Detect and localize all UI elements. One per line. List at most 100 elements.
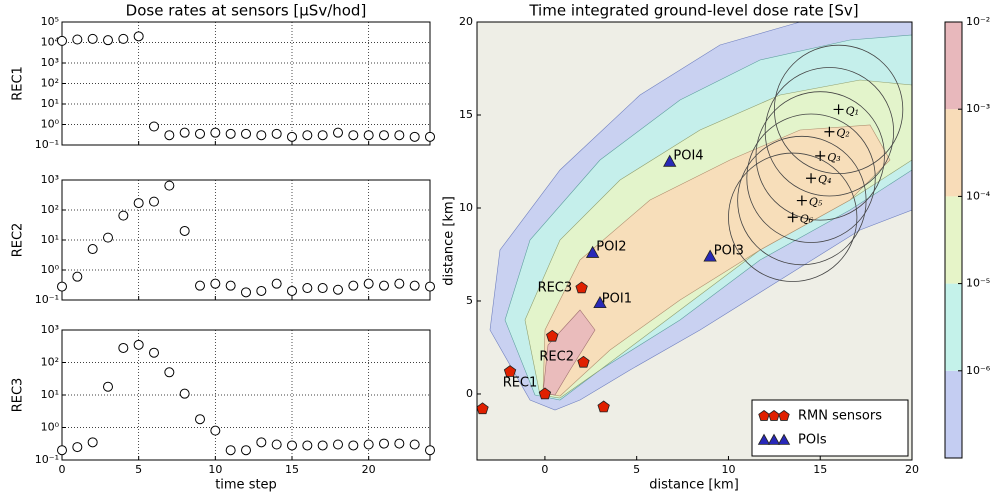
y-tick-label: 10² — [41, 356, 59, 369]
data-point — [242, 446, 251, 455]
data-point — [58, 282, 67, 291]
data-point — [272, 279, 281, 288]
y-tick-label: 10⁰ — [41, 263, 60, 276]
data-point — [426, 132, 435, 141]
source-label: Q₅ — [809, 196, 823, 209]
data-point — [334, 285, 343, 294]
source-label: Q₃ — [827, 151, 840, 164]
y-tick-label: 10⁻¹ — [35, 293, 59, 306]
data-point — [257, 131, 266, 140]
data-point — [364, 279, 373, 288]
data-point — [104, 36, 113, 45]
data-point — [73, 443, 82, 452]
colorbar-tick-label: 10⁻³ — [966, 102, 990, 115]
data-point — [134, 340, 143, 349]
data-point — [58, 36, 67, 45]
data-point — [242, 288, 251, 297]
legend-label: RMN sensors — [798, 409, 882, 424]
chart: Dose rates at sensors [μSv/hod] Time int… — [0, 0, 999, 497]
data-point — [288, 286, 297, 295]
data-point — [104, 382, 113, 391]
data-point — [211, 426, 220, 435]
data-point — [165, 181, 174, 190]
y-tick-label: 10³ — [41, 323, 59, 336]
colorbar-band — [945, 196, 962, 283]
data-point — [226, 446, 235, 455]
data-point — [426, 446, 435, 455]
source-label: Q₆ — [800, 212, 814, 225]
x-tick-label: 0 — [541, 463, 548, 476]
data-point — [196, 129, 205, 138]
y-tick-label: 10⁰ — [41, 421, 60, 434]
data-point — [410, 440, 419, 449]
x-tick-label: 10 — [208, 463, 222, 476]
y-tick-label: 10⁻¹ — [35, 138, 59, 151]
data-point — [303, 131, 312, 140]
data-point — [88, 438, 97, 447]
data-point — [165, 368, 174, 377]
colorbar-tick-label: 10⁻² — [966, 15, 990, 28]
x-tick-label: 10 — [721, 463, 735, 476]
data-point — [226, 281, 235, 290]
data-point — [349, 281, 358, 290]
data-point — [364, 440, 373, 449]
data-point — [349, 441, 358, 450]
x-tick-label: 15 — [285, 463, 299, 476]
annotation: REC2 — [539, 349, 574, 364]
data-point — [165, 131, 174, 140]
y-tick-label: 10³ — [41, 173, 59, 186]
colorbar-tick-label: 10⁻⁶ — [966, 364, 991, 377]
y-tick-label: 10⁰ — [41, 118, 60, 131]
y-tick-label: 0 — [466, 387, 473, 400]
data-point — [134, 199, 143, 208]
y-tick-label: 10³ — [41, 56, 59, 69]
data-point — [410, 281, 419, 290]
source-label: Q₂ — [836, 127, 849, 140]
source-label: Q₁ — [846, 104, 859, 117]
colorbar-tick-label: 10⁻⁵ — [966, 277, 990, 290]
map-title: Time integrated ground-level dose rate [… — [528, 2, 858, 20]
data-point — [150, 197, 159, 206]
colorbar-band — [945, 22, 962, 109]
data-point — [410, 132, 419, 141]
data-point — [134, 32, 143, 41]
data-point — [395, 279, 404, 288]
annotation: POI1 — [602, 292, 632, 307]
y-tick-label: 10¹ — [41, 388, 59, 401]
data-point — [73, 35, 82, 44]
legend-label: POIs — [798, 433, 827, 448]
y-tick-label: 10⁻¹ — [35, 453, 59, 466]
data-point — [119, 34, 128, 43]
data-point — [395, 131, 404, 140]
data-point — [196, 281, 205, 290]
data-point — [395, 439, 404, 448]
data-point — [303, 441, 312, 450]
y-tick-label: 10¹ — [41, 97, 59, 110]
colorbar-tick-label: 10⁻⁴ — [966, 189, 991, 202]
y-axis-label: distance [km] — [442, 196, 457, 286]
data-point — [257, 438, 266, 447]
data-point — [318, 284, 327, 293]
y-tick-label: 10 — [459, 201, 473, 214]
y-tick-label: 10¹ — [41, 233, 59, 246]
data-point — [119, 343, 128, 352]
y-tick-label: 10² — [41, 203, 59, 216]
data-point — [380, 131, 389, 140]
data-point — [380, 439, 389, 448]
data-point — [288, 132, 297, 141]
data-point — [426, 282, 435, 291]
y-tick-label: 10⁴ — [41, 36, 60, 49]
x-tick-label: 5 — [135, 463, 142, 476]
source-label: Q₄ — [818, 173, 831, 186]
annotation: REC3 — [538, 280, 573, 295]
y-tick-label: 10⁵ — [41, 15, 59, 28]
data-point — [180, 128, 189, 137]
y-axis-label: REC1 — [11, 66, 26, 101]
x-tick-label: 0 — [59, 463, 66, 476]
data-point — [73, 272, 82, 281]
x-axis-label: time step — [215, 478, 277, 493]
annotation: REC1 — [503, 375, 538, 390]
data-point — [318, 441, 327, 450]
colorbar-band — [945, 371, 962, 458]
annotation: POI4 — [673, 148, 703, 163]
